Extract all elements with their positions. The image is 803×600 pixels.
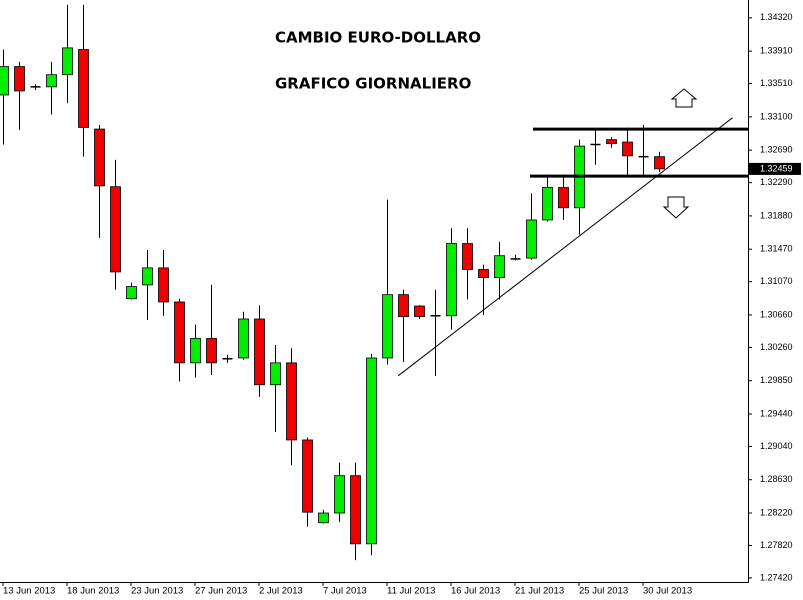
candle-body [462, 243, 473, 270]
y-tick-label: 1.33100 [760, 111, 793, 121]
y-tick-label: 1.29850 [760, 375, 793, 385]
candle-body [190, 338, 201, 364]
candle-body [286, 362, 297, 441]
candle-body [414, 305, 425, 317]
candle-body [174, 301, 185, 364]
candle-body [206, 338, 217, 364]
candle-body [398, 294, 409, 317]
x-tick-label: 13 Jun 2013 [3, 586, 55, 597]
candle-body [542, 187, 553, 221]
candle-body [14, 66, 25, 92]
up-arrow [670, 88, 698, 108]
candle-body [478, 269, 489, 279]
candle-body [366, 357, 377, 545]
y-tick-label: 1.28630 [760, 474, 793, 484]
candle-body [302, 439, 313, 513]
last-price-box [749, 162, 801, 175]
trend-line [397, 117, 733, 377]
candle-body [110, 186, 121, 273]
y-tick-label: 1.33510 [760, 78, 793, 88]
last-price-label: 1.32459 [760, 163, 793, 173]
y-tick-label: 1.30260 [760, 342, 793, 352]
candle-body [254, 318, 265, 386]
candle-body [526, 219, 537, 259]
x-tick-label: 23 Jun 2013 [131, 586, 183, 597]
y-tick-label: 1.29440 [760, 408, 793, 418]
candle-body [382, 294, 393, 359]
y-tick-label: 1.34320 [760, 12, 793, 22]
candle-body [238, 318, 249, 359]
y-tick-label: 1.33910 [760, 46, 793, 56]
candle-body [622, 141, 633, 157]
candle-body [46, 74, 57, 88]
y-tick-label: 1.30660 [760, 309, 793, 319]
candle-body [654, 156, 665, 170]
x-tick-label: 30 Jul 2013 [643, 586, 692, 597]
candle-body [270, 362, 281, 386]
x-tick-label: 16 Jul 2013 [451, 586, 500, 597]
x-tick-label: 25 Jul 2013 [579, 586, 628, 597]
x-tick-label: 18 Jun 2013 [67, 586, 119, 597]
candle-body [94, 128, 105, 187]
x-tick-label: 7 Jul 2013 [323, 586, 367, 597]
y-tick-label: 1.28220 [760, 507, 793, 517]
candle-body [0, 66, 9, 96]
chart-title: CAMBIO EURO-DOLLARO [275, 29, 481, 47]
y-tick-label: 1.32290 [760, 177, 793, 187]
y-tick-label: 1.31470 [760, 244, 793, 254]
candle-body [126, 286, 137, 300]
y-tick-label: 1.27420 [760, 572, 793, 582]
y-tick-label: 1.29040 [760, 441, 793, 451]
y-tick-label: 1.31880 [760, 210, 793, 220]
candle-body [446, 243, 457, 317]
candle-body [158, 267, 169, 303]
candle-body [62, 47, 73, 76]
chart-subtitle: GRAFICO GIORNALIERO [275, 75, 471, 93]
x-tick-label: 21 Jul 2013 [515, 586, 564, 597]
y-tick-label: 1.32690 [760, 145, 793, 155]
x-tick-label: 27 Jun 2013 [195, 586, 247, 597]
candle-body [350, 475, 361, 545]
y-tick-label: 1.31070 [760, 276, 793, 286]
x-tick-label: 2 Jul 2013 [259, 586, 303, 597]
candle-body [142, 267, 153, 286]
candle-body [78, 49, 89, 128]
candle-body [606, 139, 617, 145]
down-arrow [662, 196, 690, 219]
y-tick-label: 1.27820 [760, 540, 793, 550]
x-tick-label: 11 Jul 2013 [387, 586, 435, 597]
candle-body [558, 187, 569, 209]
candle-body [334, 475, 345, 514]
candle-body [318, 512, 329, 524]
candle-body [494, 255, 505, 279]
